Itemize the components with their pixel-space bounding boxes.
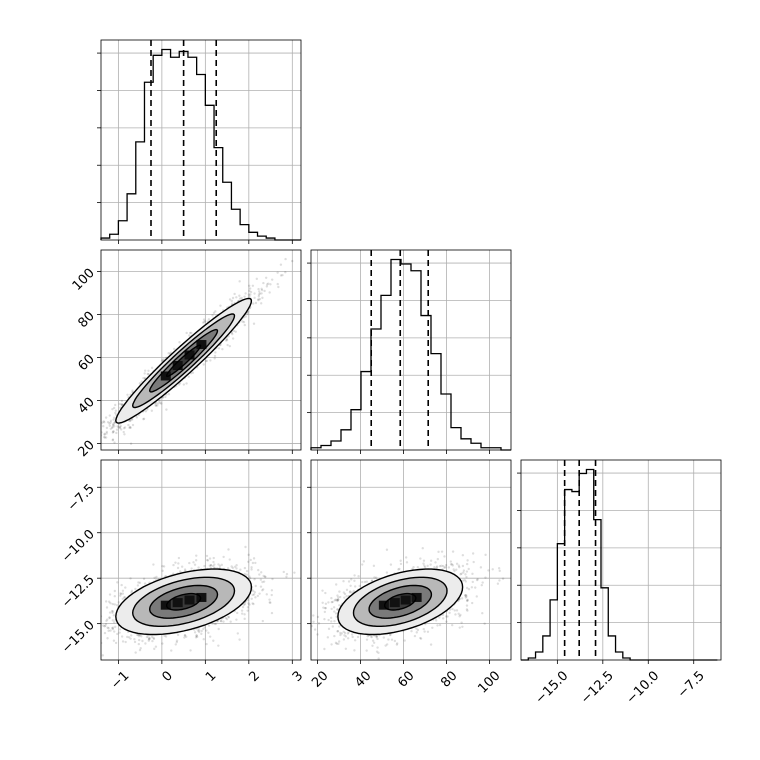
panel-frame: [100, 459, 302, 661]
grid-x: [117, 40, 293, 240]
contour-line: [337, 568, 464, 636]
density-peak: [184, 595, 195, 605]
panel-1-0: 20 40 60 80 100: [70, 249, 302, 460]
histogram-0: [100, 48, 301, 241]
x-tick-label: 100: [475, 668, 503, 696]
x-tick-label: 0: [159, 668, 175, 684]
density-peak: [389, 598, 400, 608]
density-peak: [196, 592, 207, 602]
density-peak: [172, 598, 183, 608]
density-peak: [184, 350, 195, 360]
contour-line: [166, 344, 202, 377]
histogram-1: [310, 258, 511, 451]
x-tick-label: −15.0: [533, 668, 572, 707]
density-peak: [378, 600, 389, 610]
y-tick-label: −10.0: [59, 527, 98, 566]
x-tick-label: 40: [352, 668, 374, 690]
grid-x: [556, 460, 695, 660]
density-peak: [400, 595, 411, 605]
y-tick-label: −12.5: [59, 572, 98, 611]
grid-x: [317, 250, 490, 450]
histogram-2: [521, 468, 718, 661]
x-tick-label: −12.5: [578, 668, 617, 707]
density-area: [311, 547, 505, 660]
panel-frame: [310, 459, 512, 661]
contour-line: [131, 576, 236, 627]
panel-0-0: [97, 39, 302, 244]
y-tick-label: −15.0: [59, 618, 98, 657]
x-tick-label: 2: [246, 668, 262, 684]
density-peak: [411, 592, 422, 602]
panel-frame: [520, 459, 722, 661]
density-peak: [160, 371, 171, 381]
density-peak: [172, 360, 183, 370]
x-tick-label: 3: [290, 668, 306, 684]
x-tick-label: 60: [395, 668, 417, 690]
panel-2-0: −1 0 1 2 3 −15.0 −12.5 −10.0 −7.5: [59, 459, 306, 693]
density-area: [101, 545, 296, 657]
x-tick-label: 80: [438, 668, 460, 690]
panel-2-2: −15.0 −12.5 −10.0 −7.5: [517, 459, 722, 707]
contour-line: [384, 592, 417, 611]
panel-1-1: [307, 249, 512, 454]
contour-line: [131, 313, 236, 409]
contour-line: [148, 328, 219, 393]
y-tick-label: 40: [76, 395, 98, 417]
panel-frame: [100, 39, 302, 241]
contour-line: [368, 584, 433, 619]
panel-frame: [100, 249, 302, 451]
x-tick-label: −1: [108, 668, 132, 692]
contour-line: [352, 576, 448, 627]
density-peak: [160, 600, 171, 610]
y-tick-label: 80: [76, 309, 98, 331]
y-tick-label: 100: [70, 266, 98, 294]
contour-line: [148, 584, 219, 619]
x-tick-label: −10.0: [624, 668, 663, 707]
x-tick-label: −7.5: [675, 668, 708, 701]
y-tick-label: −7.5: [65, 481, 98, 514]
y-tick-label: 20: [76, 438, 98, 460]
panel-frame: [310, 249, 512, 451]
x-tick-label: 1: [203, 668, 219, 684]
x-tick-label: 20: [309, 668, 331, 690]
contour-line: [166, 592, 202, 611]
density-area: [101, 257, 294, 445]
y-tick-label: 60: [76, 352, 98, 374]
density-peak: [196, 340, 207, 350]
panel-2-1: 20 40 60 80 100: [307, 459, 512, 697]
contour-line: [115, 297, 253, 424]
contour-line: [115, 568, 253, 636]
